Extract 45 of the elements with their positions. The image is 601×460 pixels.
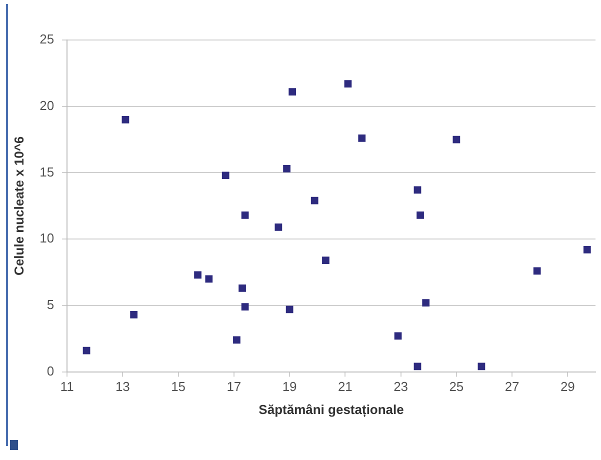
point [205, 275, 213, 283]
x-tick-label: 27 [504, 379, 520, 394]
x-tick-label: 29 [560, 379, 575, 394]
point [241, 212, 249, 219]
point [583, 246, 591, 254]
x-tick-label: 21 [338, 379, 352, 394]
point [233, 336, 240, 344]
point [414, 186, 422, 194]
point [82, 346, 90, 354]
y-tick-label: 5 [46, 297, 54, 312]
x-tick-label: 23 [394, 379, 408, 394]
point [130, 311, 138, 318]
point [344, 80, 352, 88]
point [122, 116, 130, 124]
point [274, 223, 282, 231]
x-tick-label: 13 [115, 379, 130, 394]
point [222, 172, 230, 180]
point [394, 332, 402, 340]
y-tick-label: 10 [40, 230, 54, 246]
point [241, 303, 249, 310]
y-tick-label: 15 [40, 164, 54, 180]
point [422, 299, 430, 306]
point [358, 134, 366, 142]
point [288, 88, 296, 96]
point [322, 256, 330, 264]
point [478, 362, 486, 370]
point [533, 267, 541, 275]
y-tick-label: 20 [40, 98, 54, 113]
x-axis-title: Săptămâni gestaționale [258, 402, 404, 418]
point [194, 271, 202, 279]
x-tick-label: 15 [171, 379, 186, 394]
x-tick-label: 25 [449, 379, 464, 394]
point [416, 212, 424, 219]
x-tick-label: 17 [226, 379, 242, 394]
point [238, 284, 246, 292]
point [286, 306, 294, 314]
point [310, 196, 318, 204]
point [452, 136, 460, 144]
point [414, 362, 422, 370]
y-axis-title: Celule nucleate x 10^6 [11, 136, 26, 276]
y-tick-label: 25 [40, 32, 54, 47]
x-tick-label: 11 [60, 379, 74, 394]
point [283, 165, 290, 172]
y-tick-label: 0 [46, 363, 54, 378]
x-tick-label: 19 [282, 379, 297, 394]
